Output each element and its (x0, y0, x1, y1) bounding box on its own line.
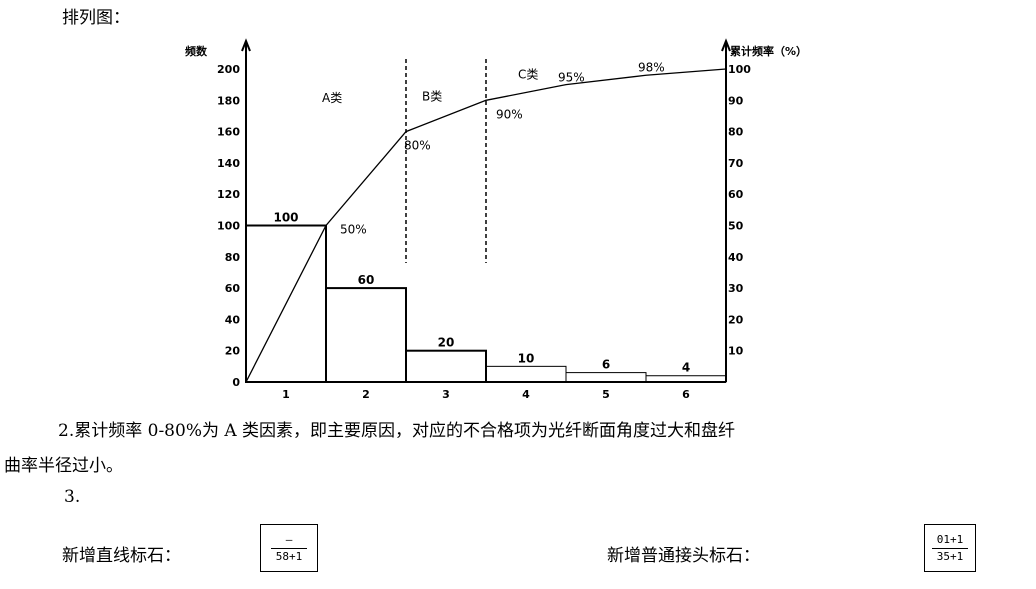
left-tick-label: 120 (217, 188, 240, 201)
line-stone-top: — (285, 532, 293, 546)
bar-value-label: 4 (682, 361, 690, 375)
bar-value-label: 100 (273, 211, 298, 225)
bar-value-label: 10 (518, 351, 535, 365)
cumulative-percent-label: 80% (404, 139, 431, 153)
left-tick-label: 160 (217, 126, 240, 139)
pareto-bar (645, 375, 727, 383)
cumulative-percent-label: 50% (340, 223, 367, 237)
cumulative-percent-label: 90% (496, 107, 523, 121)
pareto-bar (325, 287, 407, 384)
left-tick-label: 40 (225, 313, 241, 326)
category-label: 5 (602, 388, 610, 400)
line-stone-symbol: — 58+1 (260, 524, 318, 572)
cumulative-percent-label: 98% (638, 60, 665, 74)
right-tick-label: 30 (728, 282, 744, 295)
joint-stone-rule (932, 547, 968, 549)
left-tick-label: 60 (225, 282, 241, 295)
line-stone-bottom: 58+1 (275, 549, 303, 563)
left-axis-arrow (241, 38, 251, 52)
pareto-chart: 频数 累计频率（%）0204060801001201401601802001020… (185, 38, 807, 400)
category-label: 1 (282, 388, 290, 400)
cumulative-percent-label: 95% (558, 71, 585, 85)
bar-value-label: 20 (438, 336, 455, 350)
right-tick-label: 10 (728, 345, 744, 358)
left-axis-title: 频数 (185, 44, 208, 58)
heading-pareto: 排列图： (62, 8, 130, 28)
zone-label: A类 (322, 91, 342, 105)
joint-stone-top: 01+1 (936, 532, 964, 546)
right-tick-label: 100 (728, 63, 751, 76)
right-tick-label: 80 (728, 126, 744, 139)
category-label: 4 (522, 388, 530, 400)
pareto-bar (565, 372, 647, 383)
joint-stone-bottom: 35+1 (936, 549, 964, 563)
left-tick-label: 140 (217, 157, 240, 170)
pareto-bar (405, 349, 487, 384)
joint-stone-symbol: 01+1 35+1 (924, 524, 976, 572)
right-tick-label: 70 (728, 157, 744, 170)
zone-label: B类 (422, 89, 442, 103)
right-axis-title: 累计频率（%） (730, 44, 807, 58)
left-tick-label: 180 (217, 94, 240, 107)
left-tick-label: 0 (232, 376, 240, 389)
right-tick-label: 40 (728, 251, 744, 264)
line-stone-rule (271, 547, 307, 549)
category-label: 3 (442, 388, 450, 400)
right-axis-arrow (721, 38, 731, 52)
pareto-bar (485, 365, 567, 383)
right-tick-label: 90 (728, 94, 744, 107)
left-tick-label: 200 (217, 63, 240, 76)
cumulative-line (245, 68, 727, 383)
right-tick-label: 20 (728, 313, 744, 326)
left-tick-label: 20 (225, 345, 241, 358)
paragraph-line-2: 曲率半径过小。 (4, 456, 123, 476)
item-number-3: 3. (64, 487, 81, 507)
category-label: 6 (682, 388, 690, 400)
left-tick-label: 100 (217, 220, 240, 233)
left-tick-label: 80 (225, 251, 241, 264)
paragraph-line-1: 2.累计频率 0-80%为 A 类因素，即主要原因，对应的不合格项为光纤断面角度… (58, 421, 736, 441)
bar-value-label: 60 (358, 273, 375, 287)
bar-value-label: 6 (602, 358, 610, 372)
zone-label: C类 (518, 67, 538, 81)
joint-stone-label: 新增普通接头标石： (607, 546, 760, 566)
right-tick-label: 60 (728, 188, 744, 201)
category-label: 2 (362, 388, 370, 400)
line-stone-label: 新增直线标石： (62, 546, 181, 566)
right-tick-label: 50 (728, 220, 744, 233)
